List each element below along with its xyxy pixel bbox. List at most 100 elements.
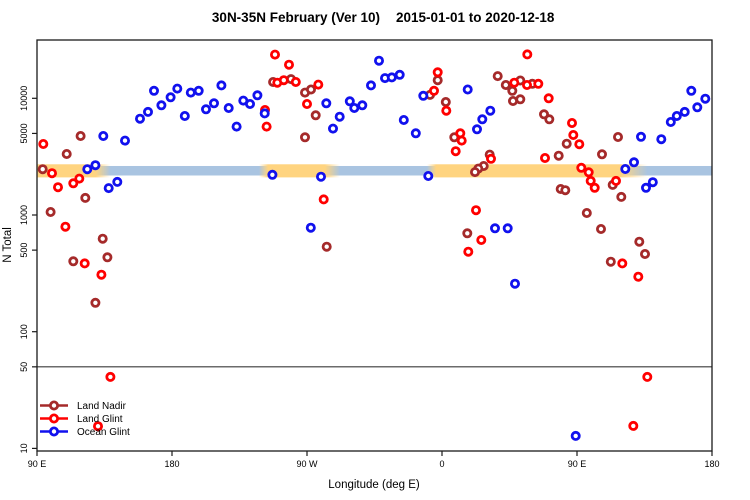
data-point xyxy=(310,110,321,121)
data-point xyxy=(432,75,443,86)
data-point xyxy=(605,256,616,267)
data-point xyxy=(105,371,116,382)
data-point xyxy=(477,114,488,125)
data-point xyxy=(269,49,280,60)
ocean-glint-band xyxy=(37,165,712,176)
data-point xyxy=(567,118,578,129)
x-tick-label: 90 E xyxy=(28,459,47,469)
data-point xyxy=(74,173,85,184)
x-axis-label: Longitude (deg E) xyxy=(328,479,420,491)
data-point xyxy=(252,90,263,101)
plot-frame xyxy=(36,39,713,452)
data-point xyxy=(456,135,467,146)
data-point xyxy=(148,85,159,96)
data-point xyxy=(37,164,48,175)
land-band-segment xyxy=(427,164,648,178)
data-point xyxy=(365,80,376,91)
data-point xyxy=(208,98,219,109)
data-point xyxy=(315,171,326,182)
data-point xyxy=(278,75,289,86)
data-point xyxy=(97,233,108,244)
data-point xyxy=(134,113,145,124)
data-point xyxy=(656,134,667,145)
data-point xyxy=(522,80,533,91)
data-point xyxy=(231,121,242,132)
chart-title-right: 2015-01-01 to 2020-12-18 xyxy=(396,10,555,25)
legend-item-land-nadir: Land Nadir xyxy=(40,400,127,412)
data-point xyxy=(103,183,114,194)
data-point xyxy=(642,371,653,382)
data-point xyxy=(200,104,211,115)
y-tick-label: 500 xyxy=(19,243,29,258)
data-point xyxy=(120,135,131,146)
data-point xyxy=(53,182,64,193)
data-point xyxy=(647,177,658,188)
data-point xyxy=(665,117,676,128)
data-point xyxy=(583,167,594,178)
data-point xyxy=(502,223,513,234)
data-point xyxy=(90,297,101,308)
data-point xyxy=(581,207,592,218)
data-point xyxy=(492,71,503,82)
data-point xyxy=(543,93,554,104)
data-point xyxy=(313,79,324,90)
data-point xyxy=(476,234,487,245)
data-point xyxy=(80,192,91,203)
data-point xyxy=(321,241,332,252)
data-point xyxy=(349,103,360,114)
legend-item-land-glint: Land Glint xyxy=(40,413,123,425)
data-point xyxy=(450,146,461,157)
data-point xyxy=(470,205,481,216)
y-tick-label: 5000 xyxy=(19,123,29,143)
x-tick-label: 90 E xyxy=(568,459,587,469)
data-point xyxy=(79,258,90,269)
data-point xyxy=(60,221,71,232)
data-point xyxy=(216,80,227,91)
data-point xyxy=(509,278,520,289)
data-point xyxy=(576,162,587,173)
data-point xyxy=(568,129,579,140)
legend-label: Land Glint xyxy=(77,414,123,425)
data-point xyxy=(82,164,93,175)
data-point xyxy=(179,111,190,122)
legend-item-ocean-glint: Ocean Glint xyxy=(40,426,130,438)
x-tick-label: 90 W xyxy=(296,459,318,469)
data-point xyxy=(544,114,555,125)
chart-title-left: 30N-35N February (Ver 10) xyxy=(212,10,380,25)
data-point xyxy=(485,105,496,116)
data-point xyxy=(98,130,109,141)
data-point xyxy=(489,223,500,234)
data-point xyxy=(441,105,452,116)
data-point xyxy=(440,97,451,108)
data-point xyxy=(156,100,167,111)
data-point xyxy=(45,206,56,217)
data-point xyxy=(68,256,79,267)
data-point xyxy=(283,59,294,70)
data-point xyxy=(373,55,384,66)
data-point xyxy=(636,131,647,142)
data-point xyxy=(334,111,345,122)
data-point xyxy=(394,69,405,80)
data-point xyxy=(463,246,474,257)
y-tick-label: 50 xyxy=(19,362,29,372)
data-point xyxy=(398,115,409,126)
data-point xyxy=(428,85,439,96)
y-tick-label: 100 xyxy=(19,324,29,339)
y-tick-label: 1000 xyxy=(19,205,29,225)
data-point xyxy=(68,178,79,189)
data-point xyxy=(462,228,473,239)
data-point xyxy=(616,191,627,202)
legend-marker-icon xyxy=(49,426,60,437)
y-tick-label: 10 xyxy=(19,443,29,453)
data-point xyxy=(540,152,551,163)
data-point xyxy=(560,185,571,196)
data-point xyxy=(471,124,482,135)
data-point xyxy=(410,128,421,139)
y-tick-label: 10000 xyxy=(19,86,29,111)
data-point xyxy=(679,106,690,117)
data-point xyxy=(574,139,585,150)
data-point xyxy=(321,98,332,109)
data-point xyxy=(509,77,520,88)
data-point xyxy=(628,420,639,431)
data-point xyxy=(596,223,607,234)
